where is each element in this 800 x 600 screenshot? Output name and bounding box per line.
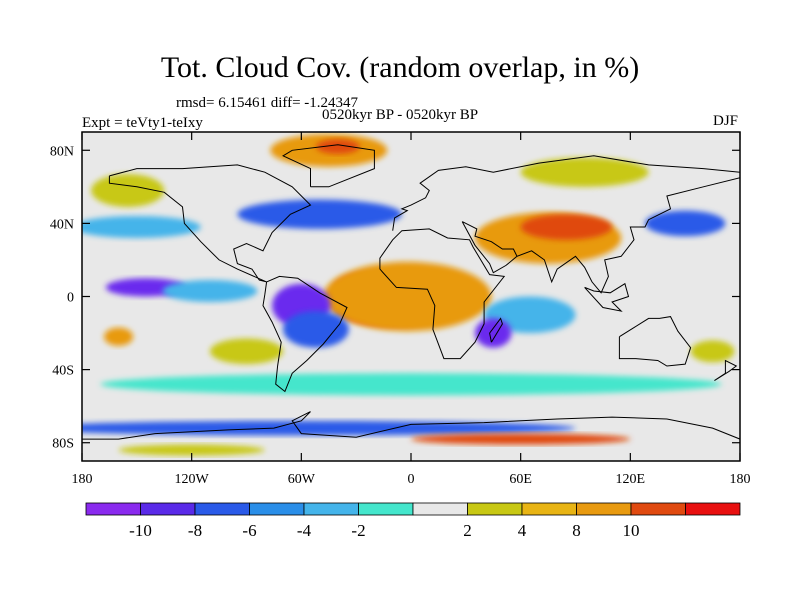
colorbar-label: 10: [623, 521, 640, 540]
x-tick-label: 120E: [616, 472, 646, 487]
longitude-axis: 180 120W 60W 0 60E 120E 180: [72, 132, 751, 487]
colorbar-label: -4: [297, 521, 312, 540]
coastline-4: [461, 221, 518, 274]
colorbar-label: -10: [129, 521, 152, 540]
anomaly-region-21: [100, 373, 722, 396]
x-tick-label: 120W: [175, 472, 210, 487]
colorbar-swatch: [303, 502, 359, 516]
colorbar-swatch: [685, 502, 741, 516]
season-label: DJF: [712, 113, 738, 129]
colorbar-label: -2: [351, 521, 365, 540]
x-tick-label: 180: [730, 472, 751, 487]
colorbar: -10 -8 -6 -4 -2 2 4 8 10: [85, 502, 741, 540]
colorbar-swatch: [194, 502, 250, 516]
x-tick-label: 60E: [509, 472, 532, 487]
colorbar-swatch: [249, 502, 305, 516]
coastline-3: [392, 155, 740, 231]
y-tick-label: 0: [67, 291, 74, 306]
colorbar-swatch: [630, 502, 686, 516]
coastline-11: [714, 359, 738, 382]
period-text: 0520kyr BP - 0520kyr BP: [322, 107, 479, 123]
anomaly-region-17: [474, 318, 512, 348]
contour-field: [82, 133, 735, 456]
anomaly-region-19: [209, 338, 284, 365]
coastline-10: [489, 317, 503, 343]
colorbar-swatch: [85, 502, 141, 516]
colorbar-swatch: [521, 502, 577, 516]
y-tick-label: 80N: [50, 144, 74, 159]
anomaly-region-24: [118, 444, 265, 456]
coastline-9: [584, 282, 630, 312]
colorbar-label: -8: [188, 521, 202, 540]
colorbar-swatch: [358, 502, 414, 516]
anomaly-region-7: [520, 157, 649, 187]
anomaly-region-4: [520, 214, 613, 240]
statistics-text: rmsd= 6.15461 diff= -1.24347: [176, 95, 359, 111]
colorbar-label: -6: [242, 521, 256, 540]
chart-title: Tot. Cloud Cov. (random overlap, in %): [160, 51, 640, 84]
anomaly-region-20: [690, 340, 735, 363]
anomaly-region-23: [411, 433, 631, 445]
colorbar-swatch: [140, 502, 196, 516]
anomaly-region-12: [283, 311, 349, 348]
coastline-2: [379, 228, 506, 360]
anomaly-region-18: [103, 327, 134, 346]
coastline-6: [618, 316, 692, 367]
coastline-5: [516, 177, 740, 294]
colorbar-label: 4: [518, 521, 527, 540]
colorbar-label: 8: [572, 521, 581, 540]
x-tick-label: 0: [408, 472, 415, 487]
colorbar-swatch: [467, 502, 523, 516]
x-tick-label: 60W: [288, 472, 316, 487]
coastlines: [82, 144, 740, 440]
coastline-7: [282, 144, 375, 188]
latitude-axis: 80N 40N 0 40S 80S: [50, 144, 740, 452]
x-tick-label: 180: [72, 472, 93, 487]
coastline-1: [262, 275, 348, 393]
coastline-0: [108, 164, 312, 283]
anomaly-region-10: [162, 280, 258, 302]
anomaly-region-6: [315, 139, 360, 154]
colorbar-label: 2: [463, 521, 472, 540]
y-tick-label: 80S: [52, 437, 74, 452]
anomaly-region-14: [82, 216, 201, 239]
colorbar-swatch: [576, 502, 632, 516]
anomaly-region-22: [82, 420, 576, 436]
anomaly-region-15: [644, 210, 726, 237]
colorbar-swatch: [412, 502, 468, 516]
y-tick-label: 40N: [50, 217, 74, 232]
anomaly-region-2: [323, 261, 492, 332]
experiment-label: Expt = teVty1-teIxy: [82, 115, 203, 131]
coastline-8: [82, 411, 740, 440]
anomaly-region-13: [237, 199, 402, 229]
y-tick-label: 40S: [52, 364, 74, 379]
